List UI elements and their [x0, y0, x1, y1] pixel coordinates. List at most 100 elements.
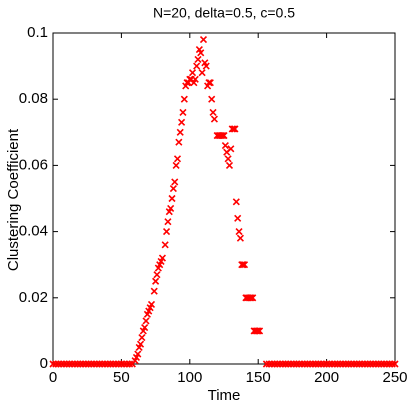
data-point [235, 228, 243, 236]
data-point [178, 118, 186, 126]
data-point [162, 228, 171, 236]
data-point [240, 261, 249, 269]
data-point [179, 108, 187, 117]
data-point [350, 360, 358, 368]
data-point [383, 360, 391, 368]
data-point [150, 287, 158, 295]
data-point [224, 155, 232, 163]
data-point [292, 360, 301, 368]
data-point [168, 194, 176, 203]
data-point [188, 69, 197, 77]
data-point [193, 62, 201, 70]
data-point [123, 360, 131, 368]
data-point [247, 294, 255, 302]
data-point [172, 161, 180, 169]
data-point [312, 360, 320, 368]
data-point [339, 360, 347, 368]
data-point [98, 360, 106, 368]
data-point [175, 138, 183, 146]
data-point [314, 360, 322, 368]
data-point [303, 360, 312, 368]
data-point [309, 360, 317, 368]
data-point [323, 360, 331, 368]
data-point [104, 360, 112, 368]
data-point [265, 360, 273, 368]
data-point [202, 62, 210, 70]
data-point [306, 360, 314, 368]
x-tick-label: 100 [177, 369, 202, 386]
data-point [246, 294, 254, 302]
x-axis-label: Time [208, 387, 241, 404]
data-point [391, 360, 399, 368]
data-point [63, 360, 71, 368]
data-point [230, 125, 238, 133]
data-point [331, 360, 339, 368]
x-tick-label: 150 [246, 369, 271, 386]
data-point [236, 234, 244, 242]
data-point [173, 155, 182, 163]
data-point [90, 360, 98, 368]
data-point [301, 360, 309, 368]
data-point [232, 198, 240, 206]
plot-frame [52, 32, 396, 365]
data-point [287, 360, 295, 368]
data-point [76, 360, 84, 368]
data-point [126, 360, 134, 368]
data-point [93, 360, 101, 368]
data-point [57, 360, 65, 368]
data-point [388, 360, 396, 368]
data-point [87, 360, 95, 368]
data-point [347, 360, 355, 368]
data-point [117, 360, 125, 368]
data-point [298, 360, 306, 368]
data-point [328, 360, 336, 368]
data-point [239, 261, 247, 269]
data-point [271, 360, 279, 368]
data-point [85, 360, 93, 368]
data-point [273, 360, 281, 368]
data-point [158, 254, 167, 262]
data-point [79, 360, 87, 368]
data-point [221, 141, 229, 150]
data-point [256, 327, 264, 335]
data-point [54, 360, 63, 368]
data-point [342, 360, 350, 368]
data-point [361, 360, 369, 368]
data-point [385, 360, 394, 368]
data-point [364, 360, 372, 368]
data-point [219, 132, 227, 140]
data-point [284, 360, 292, 368]
data-point [152, 277, 160, 285]
y-tick-label: 0.1 [27, 24, 48, 41]
data-point [109, 360, 117, 368]
data-point [101, 360, 109, 368]
chart-title: N=20, delta=0.5, c=0.5 [153, 5, 295, 21]
data-point [220, 132, 228, 140]
data-point [281, 360, 290, 368]
data-point [205, 79, 213, 87]
y-tick-label: 0 [40, 355, 48, 372]
data-point [65, 360, 73, 368]
data-point [74, 360, 82, 368]
data-point [199, 36, 208, 44]
data-point [52, 360, 60, 368]
data-point [120, 360, 128, 368]
data-point [369, 360, 377, 368]
data-point [353, 360, 361, 368]
x-tick-label: 250 [382, 369, 407, 386]
data-point [71, 360, 79, 368]
data-point [268, 360, 276, 368]
data-point [180, 95, 188, 103]
data-point [206, 79, 214, 87]
x-tick-label: 0 [49, 369, 57, 386]
data-point [262, 360, 270, 368]
data-point [333, 360, 342, 368]
data-point [344, 360, 353, 368]
data-point [171, 178, 179, 186]
data-point [210, 115, 218, 123]
data-point [295, 360, 303, 368]
data-point [142, 317, 150, 325]
data-point [217, 132, 225, 140]
data-point [227, 145, 235, 153]
